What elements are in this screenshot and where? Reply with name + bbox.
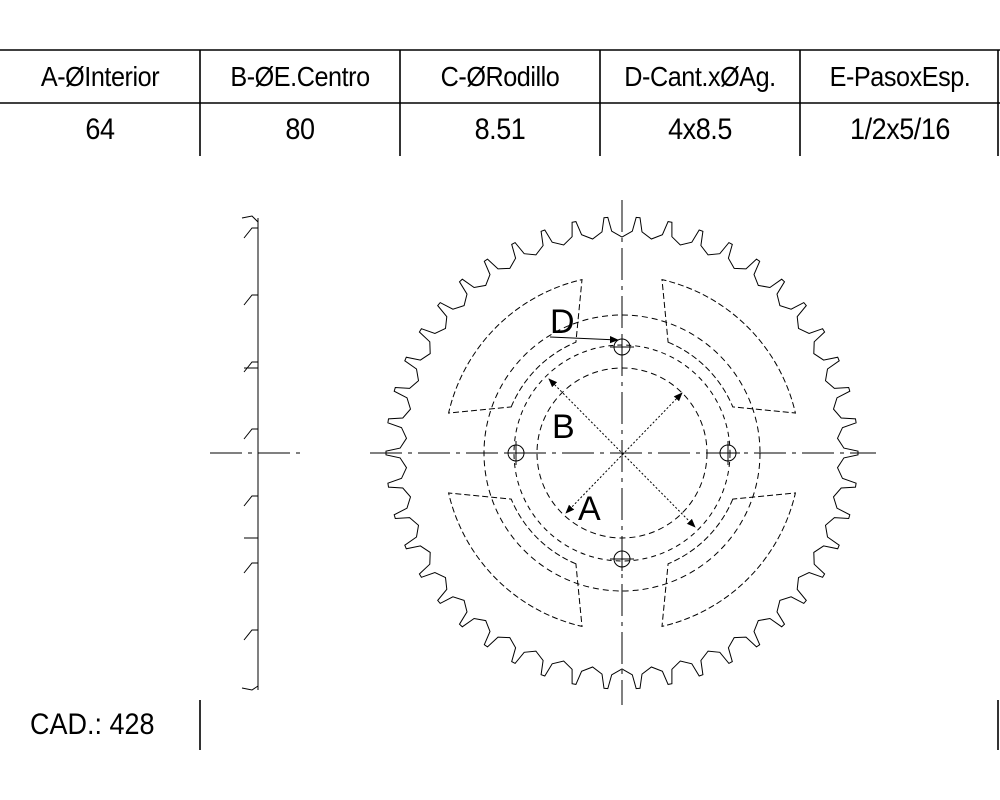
dimension-lines xyxy=(548,336,696,528)
bolt-circle xyxy=(483,314,761,592)
sprocket-front-view xyxy=(385,216,859,690)
spec-values-row: 64 80 8.51 4x8.5 1/2x5/16 xyxy=(0,103,1000,156)
table-grid xyxy=(0,49,1000,750)
cad-code: CAD.: 428 xyxy=(30,708,155,741)
spec-table: A-ØInterior B-ØE.Centro C-ØRodillo D-Can… xyxy=(0,50,1000,156)
value-b-center-diameter: 80 xyxy=(285,112,315,146)
center-lines xyxy=(210,200,876,705)
side-view-ends xyxy=(241,215,259,691)
side-view-tooth xyxy=(243,227,258,239)
cutout xyxy=(447,492,583,628)
side-view-tooth xyxy=(243,294,258,306)
side-view-tooth xyxy=(243,495,258,507)
value-e-pitch: 1/2x5/16 xyxy=(850,112,950,146)
side-view-tooth xyxy=(243,629,258,641)
lightening-cutouts xyxy=(447,278,797,628)
value-a-inner-diameter: 64 xyxy=(85,112,115,146)
cutout xyxy=(661,278,797,414)
side-view-tooth xyxy=(243,361,258,373)
bolt-holes xyxy=(504,335,740,571)
side-view-tooth xyxy=(243,428,258,440)
value-d-holes: 4x8.5 xyxy=(668,112,732,146)
label-a: A xyxy=(578,490,601,528)
tooth-outline xyxy=(385,216,859,690)
header-c-roller-diameter: C-ØRodillo xyxy=(440,60,560,92)
value-c-roller-diameter: 8.51 xyxy=(474,112,526,146)
header-d-holes: D-Cant.xØAg. xyxy=(624,60,776,92)
header-a-inner-diameter: A-ØInterior xyxy=(40,60,160,92)
label-b: B xyxy=(552,408,575,446)
spec-header-row: A-ØInterior B-ØE.Centro C-ØRodillo D-Can… xyxy=(0,50,1000,103)
header-e-pitch: E-PasoxEsp. xyxy=(829,60,971,92)
cutout xyxy=(447,278,583,414)
side-view-tooth xyxy=(243,562,258,574)
header-b-center-diameter: B-ØE.Centro xyxy=(230,60,370,92)
cutout xyxy=(661,492,797,628)
label-d: D xyxy=(550,303,575,341)
inner-bore xyxy=(536,367,708,539)
side-view-profile xyxy=(241,215,259,691)
dimension-d-leader xyxy=(549,336,619,344)
